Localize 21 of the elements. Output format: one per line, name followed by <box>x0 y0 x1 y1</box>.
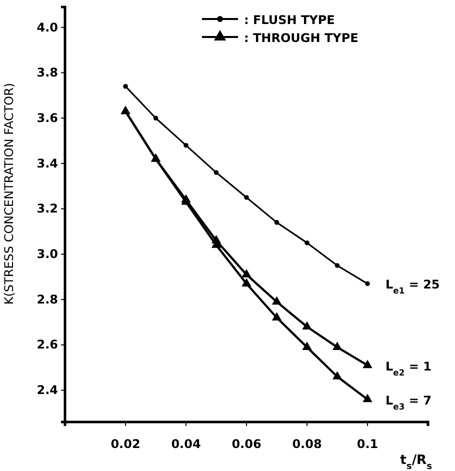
y-tick-label: 2.8 <box>36 292 58 306</box>
x-tick-label: 0.1 <box>356 437 378 452</box>
annotation: L$_{e2}$ = 1 <box>386 359 432 378</box>
y-axis-title: K(STRESS CONCENTRATION FACTOR) <box>2 82 16 305</box>
y-tick-label: 4.0 <box>36 20 58 34</box>
x-tick-label: 0.02 <box>110 437 140 452</box>
y-tick-label: 3.0 <box>36 247 58 262</box>
y-tick-label: 2.6 <box>36 338 58 352</box>
x-tick-label: 0.06 <box>232 437 262 452</box>
annotation: L$_{e1}$ = 25 <box>386 278 440 296</box>
legend-label: : THROUGH TYPE <box>244 31 358 45</box>
x-tick-label: 0.04 <box>171 437 201 452</box>
y-tick-label: 3.4 <box>36 156 58 170</box>
annotation: L$_{e3}$ = 7 <box>386 393 432 412</box>
y-tick-label: 2.4 <box>36 383 58 398</box>
y-tick-label: 3.6 <box>36 110 58 125</box>
legend-label: : FLUSH TYPE <box>244 13 335 27</box>
y-tick-label: 3.2 <box>36 202 58 216</box>
x-axis-title: t$_{s}$/R$_{s}$ <box>400 453 432 471</box>
y-tick-label: 3.8 <box>36 66 58 80</box>
x-tick-label: 0.08 <box>292 437 322 452</box>
